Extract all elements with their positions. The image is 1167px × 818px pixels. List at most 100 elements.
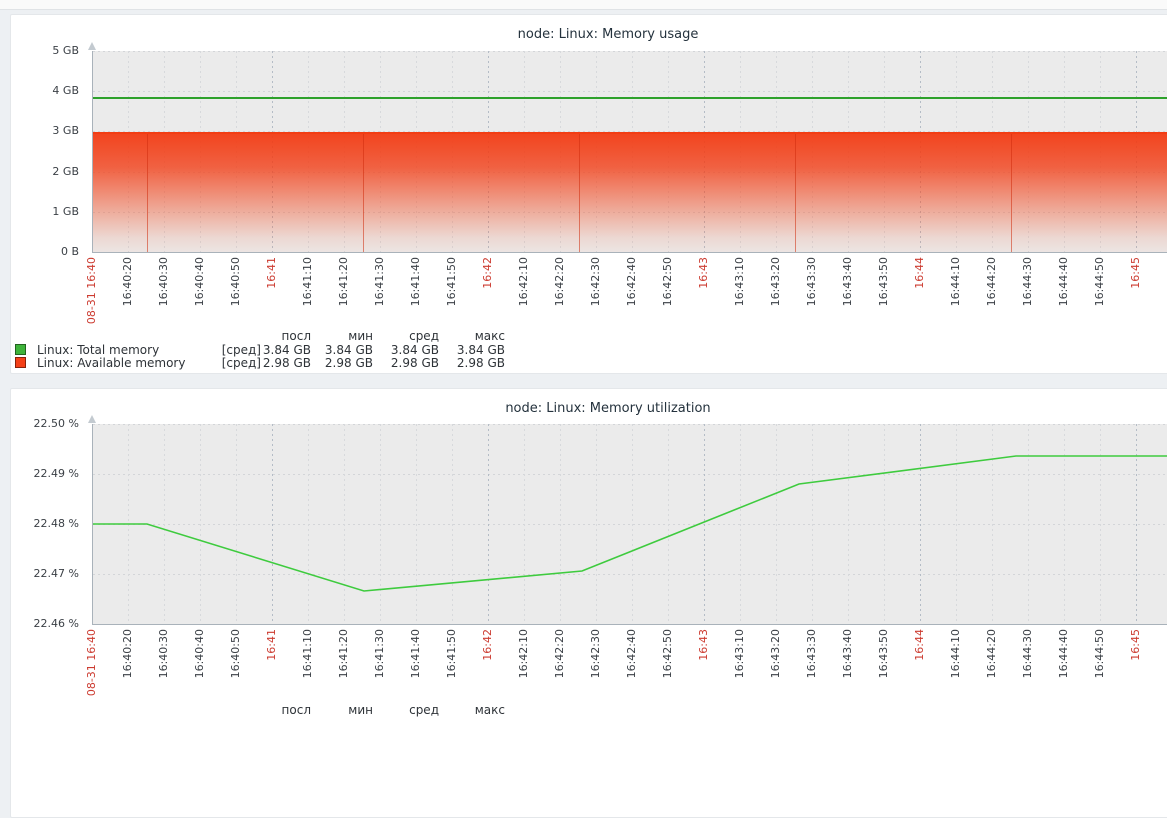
x-axis-tick-label: 16:42:20 xyxy=(553,257,566,307)
legend-stat-value: 2.98 GB xyxy=(456,356,505,370)
x-axis-tick-label: 16:41:40 xyxy=(409,629,422,679)
x-axis-tick-label: 16:43:10 xyxy=(733,629,746,679)
graph-plot-memory-utilization[interactable] xyxy=(92,424,1167,625)
x-axis-tick-label: 16:43:10 xyxy=(733,257,746,307)
x-axis-tick-label: 16:43:50 xyxy=(877,257,890,307)
grid-line-vertical xyxy=(740,424,741,624)
grid-line-vertical xyxy=(416,424,417,624)
x-axis-tick-label: 16:43 xyxy=(697,629,710,661)
x-axis-tick-label: 16:44:40 xyxy=(1057,257,1070,307)
y-axis-label: 4 GB xyxy=(52,84,79,97)
x-axis-tick-label: 16:44:50 xyxy=(1093,629,1106,679)
x-axis-tick-label: 16:43:40 xyxy=(841,629,854,679)
x-axis-tick-label: 08-31 16:40 xyxy=(85,629,98,697)
x-axis-tick-label: 16:44:20 xyxy=(985,257,998,307)
grid-line-vertical xyxy=(668,424,669,624)
total-memory-line xyxy=(93,97,1167,99)
y-axis-arrow xyxy=(88,415,96,423)
graph-title-memory-usage: node: Linux: Memory usage xyxy=(517,27,699,42)
grid-line-vertical xyxy=(164,424,165,624)
legend-stat-value: 3.84 GB xyxy=(262,342,311,357)
grid-line-vertical xyxy=(956,424,957,624)
legend-item-function: [сред] xyxy=(221,342,261,357)
x-axis-tick-label: 16:44:30 xyxy=(1021,629,1034,679)
grid-line-vertical xyxy=(200,424,201,624)
gradient-seam-line xyxy=(579,134,580,252)
legend-stat-value: 3.84 GB xyxy=(456,342,505,357)
gradient-seam-line xyxy=(147,134,148,252)
x-axis-tick-label: 16:40:30 xyxy=(157,629,170,679)
legend-item-name: Linux: Total memory xyxy=(37,342,160,357)
x-axis-tick-label: 16:44 xyxy=(913,629,926,661)
legend-swatch-cell xyxy=(15,357,37,371)
grid-line-vertical xyxy=(596,424,597,624)
x-axis-tick-label: 16:41:40 xyxy=(409,257,422,307)
x-axis-tick-label: 16:40:30 xyxy=(157,257,170,307)
x-axis-tick-label: 16:42:40 xyxy=(625,257,638,307)
y-axis-label: 22.48 % xyxy=(33,517,79,530)
y-axis-label: 1 GB xyxy=(52,205,79,218)
gradient-seam-line xyxy=(1011,134,1012,252)
x-axis-tick-label: 16:41 xyxy=(265,257,278,289)
x-axis-tick-label: 16:42 xyxy=(481,629,494,661)
grid-line-vertical xyxy=(920,424,921,624)
x-axis-tick-label: 16:42:10 xyxy=(517,629,530,679)
legend-stat-value: 2.98 GB xyxy=(262,356,311,370)
legend-stat-value: 3.84 GB xyxy=(324,342,373,357)
x-axis-tick-label: 16:40:50 xyxy=(229,257,242,307)
graph-card-memory-usage: node: Linux: Memory usage посл мин сред мак… xyxy=(10,14,1167,374)
x-axis-tick-label: 16:43:40 xyxy=(841,257,854,307)
legend-item-name: Linux: Available memory xyxy=(37,356,186,370)
y-axis-arrow xyxy=(88,42,96,50)
legend-row: Linux: Total memory [сред] 3.84 GB 3.84 GB 3… xyxy=(15,342,505,358)
x-axis-tick-label: 16:43 xyxy=(697,257,710,289)
legend-header-cell: макс xyxy=(474,329,505,343)
x-axis-tick-label: 16:42:50 xyxy=(661,257,674,307)
y-axis-label: 2 GB xyxy=(52,165,79,178)
x-axis-tick-label: 16:44:40 xyxy=(1057,629,1070,679)
grid-line-vertical xyxy=(1136,424,1137,624)
y-axis-label: 22.46 % xyxy=(33,617,79,630)
graph-legend-memory-usage: посл мин сред макс Linux: Total memory [сред]… xyxy=(15,329,505,371)
x-axis-tick-label: 16:43:50 xyxy=(877,629,890,679)
legend-header-cell: посл xyxy=(281,329,311,343)
grid-line-vertical xyxy=(1100,424,1101,624)
legend-header-row: посл мин сред макс xyxy=(15,329,505,344)
x-axis-tick-label: 16:40:40 xyxy=(193,257,206,307)
grid-line-vertical xyxy=(560,424,561,624)
x-axis-tick-label: 16:44:30 xyxy=(1021,257,1034,307)
legend-header-cell: мин xyxy=(348,329,373,343)
grid-line-vertical xyxy=(884,424,885,624)
x-axis-tick-label: 16:44 xyxy=(913,257,926,289)
x-axis-tick-label: 16:45 xyxy=(1129,629,1142,661)
available-memory-area xyxy=(93,132,1167,252)
x-axis-tick-label: 16:41 xyxy=(265,629,278,661)
grid-line-horizontal xyxy=(93,91,1167,92)
x-axis-tick-label: 16:41:30 xyxy=(373,629,386,679)
graph-plot-memory-usage[interactable] xyxy=(92,51,1167,253)
x-axis-tick-label: 16:42:30 xyxy=(589,629,602,679)
grid-line-vertical xyxy=(236,424,237,624)
grid-line-horizontal xyxy=(93,474,1167,475)
x-axis-tick-label: 08-31 16:40 xyxy=(85,257,98,325)
gradient-seam-line xyxy=(363,134,364,252)
grid-line-horizontal xyxy=(93,524,1167,525)
x-axis-tick-label: 16:41:30 xyxy=(373,257,386,307)
grid-line-vertical xyxy=(992,424,993,624)
x-axis-tick-label: 16:41:50 xyxy=(445,257,458,307)
y-axis-label: 5 GB xyxy=(52,44,79,57)
y-axis-label: 0 B xyxy=(60,245,79,258)
graph-title-memory-utilization: node: Linux: Memory utilization xyxy=(505,401,711,416)
x-axis-tick-label: 16:44:10 xyxy=(949,257,962,307)
x-axis-tick-label: 16:42:40 xyxy=(625,629,638,679)
gradient-seam-line xyxy=(795,134,796,252)
x-axis-tick-label: 16:40:20 xyxy=(121,629,134,679)
x-axis-tick-label: 16:43:30 xyxy=(805,629,818,679)
x-axis-tick-label: 16:42 xyxy=(481,257,494,289)
x-axis-tick-label: 16:42:10 xyxy=(517,257,530,307)
grid-line-vertical xyxy=(1064,424,1065,624)
legend-stat-value: 2.98 GB xyxy=(390,356,439,370)
grid-line-vertical xyxy=(380,424,381,624)
x-axis-tick-label: 16:42:30 xyxy=(589,257,602,307)
